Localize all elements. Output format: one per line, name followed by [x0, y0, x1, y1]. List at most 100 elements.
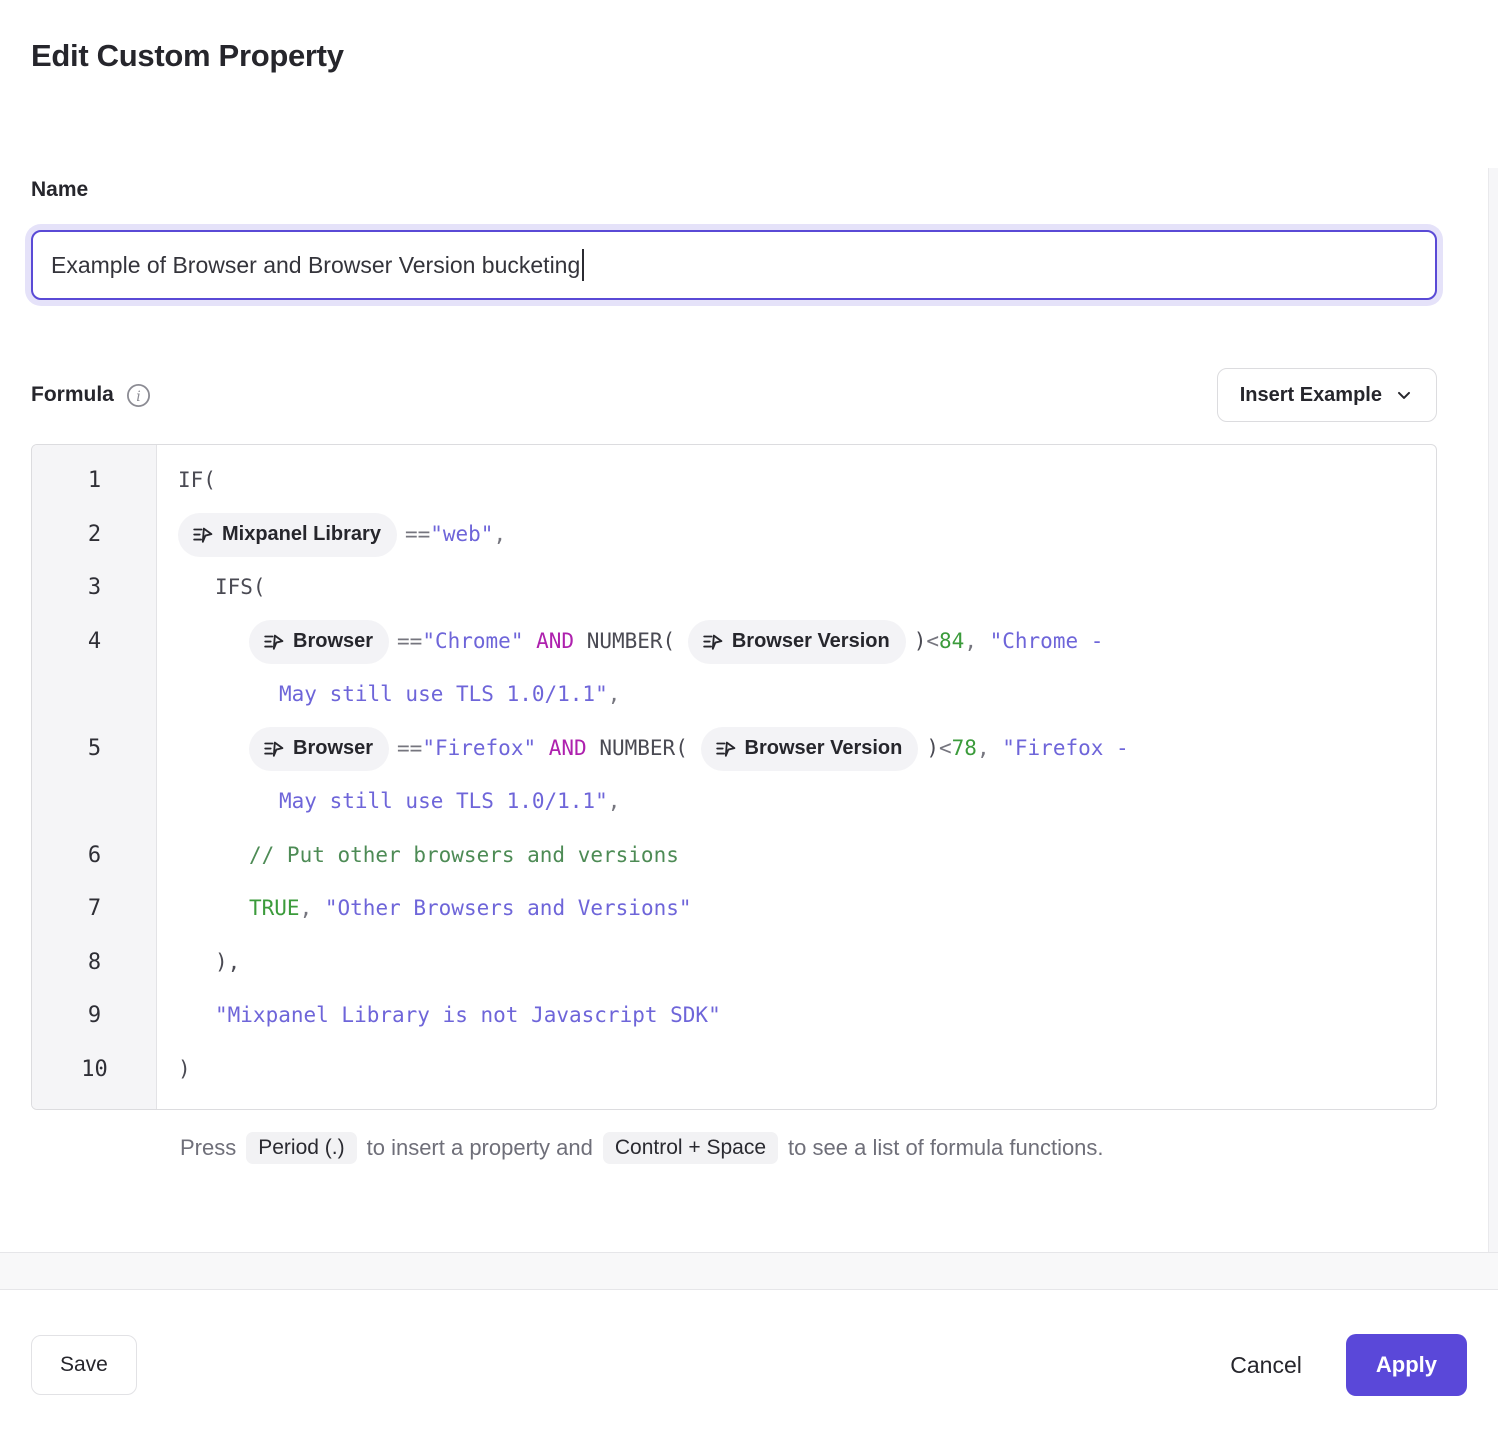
name-input[interactable]: Example of Browser and Browser Version b…: [31, 230, 1437, 300]
code-token: // Put other browsers and versions: [249, 842, 679, 867]
name-label: Name: [31, 178, 89, 201]
code-line: 7 TRUE, "Other Browsers and Versions": [32, 882, 1436, 936]
scrollbar-track[interactable]: [1488, 168, 1498, 1253]
code-token: "Chrome -: [989, 628, 1104, 653]
section-divider: [0, 1252, 1498, 1290]
code-row: "Mixpanel Library is not Javascript SDK": [157, 989, 1436, 1043]
code-token: AND: [536, 735, 600, 760]
line-number: 1: [87, 468, 102, 493]
property-chip[interactable]: Browser Version: [700, 726, 919, 771]
property-chip[interactable]: Browser: [249, 726, 390, 771]
save-button[interactable]: Save: [31, 1335, 137, 1395]
code-token: "Chrome": [422, 628, 524, 653]
code-line: 9 "Mixpanel Library is not Javascript SDK…: [32, 989, 1436, 1043]
property-chip[interactable]: Browser: [249, 619, 390, 664]
svg-text:i: i: [136, 389, 140, 405]
hint-prefix: Press: [180, 1135, 237, 1160]
hint-middle: to insert a property and: [366, 1135, 593, 1160]
code-token: ),: [215, 949, 241, 974]
line-number-gutter: [32, 445, 157, 1109]
hint-suffix: to see a list of formula functions.: [788, 1135, 1104, 1160]
code-line: 8),: [32, 936, 1436, 990]
kbd-control-space: Control + Space: [602, 1132, 779, 1164]
code-token: <: [926, 628, 940, 653]
code-token: "Other Browsers and Versions": [324, 896, 692, 920]
code-token: 84: [939, 628, 965, 653]
code-token: TRUE: [249, 896, 300, 920]
code-row: TRUE, "Other Browsers and Versions": [157, 882, 1436, 936]
code-row: IF(: [157, 454, 1436, 508]
line-number: 4: [87, 628, 102, 654]
property-chip-label: Browser: [293, 629, 374, 652]
code-token: ,: [607, 789, 621, 813]
property-icon: [262, 738, 284, 760]
code-row: Browser =="Chrome" AND NUMBER( Browser Ve…: [157, 615, 1436, 669]
line-number: 5: [87, 735, 102, 761]
code-row: May still use TLS 1.0/1.1",: [157, 668, 1436, 722]
code-line: 1 IF(: [32, 454, 1436, 508]
property-chip-label: Browser: [293, 736, 374, 759]
dialog-footer: Save Cancel Apply: [0, 1290, 1498, 1440]
code-token: <: [939, 735, 952, 760]
line-number: 9: [87, 1003, 102, 1028]
line-number: 8: [87, 949, 102, 975]
code-token: IFS(: [215, 575, 266, 599]
code-token: ,: [299, 896, 325, 920]
code-token: ==: [397, 628, 423, 653]
code-token: May still use TLS 1.0/1.1": [279, 682, 608, 706]
text-caret: [582, 249, 585, 281]
code-line: 2 Mixpanel Library =="web",: [32, 508, 1436, 562]
chevron-down-icon: [1394, 385, 1414, 405]
formula-label: Formula: [31, 383, 114, 406]
code-token: "Mixpanel Library is not Javascript SDK": [215, 1003, 721, 1027]
property-icon: [714, 738, 736, 760]
code-line: 4 Browser =="Chrome" AND NUMBER( Browser V…: [32, 615, 1436, 722]
apply-button[interactable]: Apply: [1345, 1334, 1467, 1396]
code-row: Mixpanel Library =="web",: [157, 508, 1436, 562]
editor-hint: Press Period (.) to insert a property an…: [31, 1132, 1437, 1164]
code-token: AND: [523, 628, 587, 653]
name-input-value: Example of Browser and Browser Version b…: [51, 251, 581, 278]
code-row: // Put other browsers and versions: [157, 829, 1436, 883]
insert-example-button[interactable]: Insert Example: [1216, 368, 1437, 422]
property-chip[interactable]: Browser Version: [687, 619, 906, 664]
code-line: 3 IFS(: [32, 561, 1436, 615]
property-chip-label: Browser Version: [731, 629, 890, 652]
code-token: "web": [430, 521, 494, 546]
code-token: ,: [607, 682, 621, 706]
code-token: 78: [951, 735, 977, 760]
line-number: 10: [81, 1056, 108, 1082]
property-icon: [701, 631, 723, 653]
info-circle-icon[interactable]: i: [126, 383, 151, 408]
property-icon: [191, 524, 213, 546]
code-token: ): [178, 1056, 191, 1081]
formula-editor[interactable]: 1 IF(2 Mixpanel Library =="web", 3 IFS(4 Brows…: [31, 444, 1437, 1110]
code-token: NUMBER(: [599, 735, 701, 760]
code-line: 10): [32, 1043, 1436, 1097]
code-token: "Firefox -: [1002, 735, 1129, 760]
kbd-period: Period (.): [246, 1132, 357, 1164]
cancel-button[interactable]: Cancel: [1230, 1351, 1302, 1378]
code-token: ): [913, 628, 927, 653]
code-token: ==: [397, 735, 423, 760]
property-chip-label: Mixpanel Library: [222, 522, 381, 545]
line-number: 7: [87, 896, 102, 921]
code-row: May still use TLS 1.0/1.1",: [157, 775, 1436, 829]
code-row: ): [157, 1043, 1436, 1097]
code-token: ,: [964, 628, 990, 653]
code-lines: 1 IF(2 Mixpanel Library =="web", 3 IFS(4 Brows…: [32, 445, 1436, 1096]
insert-example-label: Insert Example: [1239, 383, 1382, 406]
code-token: IF(: [178, 468, 216, 492]
line-number: 2: [87, 521, 102, 547]
property-chip[interactable]: Mixpanel Library: [178, 512, 397, 557]
code-line: 6 // Put other browsers and versions: [32, 829, 1436, 883]
page-title: Edit Custom Property: [31, 38, 344, 73]
code-token: ,: [493, 521, 507, 546]
property-chip-label: Browser Version: [744, 736, 903, 759]
code-token: ==: [404, 521, 431, 546]
code-token: ): [926, 735, 939, 760]
code-row: ),: [157, 936, 1436, 990]
code-token: NUMBER(: [586, 628, 688, 653]
code-token: May still use TLS 1.0/1.1": [279, 789, 608, 813]
code-line: 5 Browser =="Firefox" AND NUMBER( Browser …: [32, 722, 1436, 829]
